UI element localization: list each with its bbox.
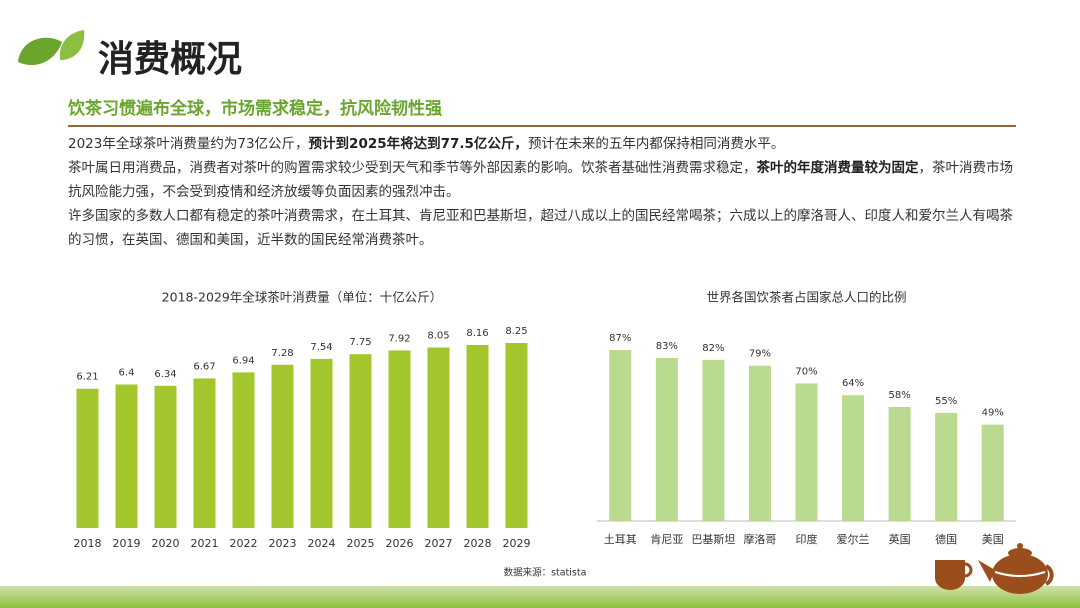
category-label: 摩洛哥 — [743, 532, 776, 546]
value-label: 70% — [795, 366, 817, 377]
value-label: 8.05 — [427, 330, 449, 341]
chart-title: 世界各国饮茶者占国家总人口的比例 — [706, 290, 906, 305]
bar — [795, 383, 818, 521]
value-label: 7.92 — [388, 333, 410, 344]
value-label: 6.21 — [76, 372, 98, 383]
value-label: 79% — [749, 349, 771, 360]
value-label: 55% — [935, 396, 957, 407]
value-label: 6.4 — [119, 367, 135, 378]
bar — [748, 365, 771, 521]
text: ，茶叶消费市场抗风险能力强，不会受到疫情和经济放缓等负面因素的强烈冲击。 — [68, 160, 1013, 200]
bar — [193, 378, 216, 528]
paragraph: 许多国家的多数人口都有稳定的茶叶消费需求，在土耳其、肯尼亚和巴基斯坦，超过八成以… — [68, 204, 1016, 252]
value-label: 83% — [656, 341, 678, 352]
category-label: 2021 — [191, 537, 219, 550]
category-label: 2024 — [308, 537, 336, 550]
bar — [888, 407, 911, 521]
category-label: 美国 — [982, 533, 1004, 546]
leaf-icon — [18, 30, 85, 66]
value-label: 49% — [982, 408, 1004, 419]
category-label: 英国 — [889, 532, 911, 546]
bold-text: 预计到2025年将达到77.5亿公斤， — [308, 136, 528, 152]
source: 数据来源：statista — [504, 567, 587, 579]
category-label: 2018 — [74, 537, 102, 550]
category-label: 巴基斯坦 — [691, 532, 735, 546]
bar — [76, 388, 99, 528]
chart-title: 2018-2029年全球茶叶消费量（单位：十亿公斤） — [162, 290, 443, 305]
bar — [655, 357, 678, 521]
value-label: 7.54 — [310, 342, 332, 353]
text: 许多国家的多数人口都有稳定的茶叶消费需求，在土耳其、肯尼亚和巴基斯坦，超过八成以… — [68, 208, 1013, 248]
category-label: 2025 — [347, 537, 375, 550]
bar — [935, 412, 958, 521]
value-label: 82% — [702, 343, 724, 354]
value-label: 8.16 — [466, 328, 488, 339]
value-label: 7.75 — [349, 337, 371, 348]
footer-band — [0, 586, 1080, 608]
bar — [842, 395, 865, 521]
bar — [310, 358, 333, 528]
value-label: 6.34 — [154, 369, 176, 380]
category-label: 2023 — [269, 537, 297, 550]
divider — [68, 125, 1016, 127]
bar — [115, 384, 138, 528]
bar — [427, 347, 450, 528]
value-label: 58% — [888, 390, 910, 401]
category-label: 2029 — [503, 537, 531, 550]
category-label: 肯尼亚 — [650, 533, 683, 546]
category-label: 爱尔兰 — [837, 533, 870, 546]
teapot-icon — [935, 543, 1054, 594]
bar — [232, 372, 255, 528]
text: 茶叶属日用消费品，消费者对茶叶的购置需求较少受到天气和季节等外部因素的影响。饮茶… — [68, 160, 757, 176]
category-label: 2019 — [113, 537, 141, 550]
paragraph: 2023年全球茶叶消费量约为73亿公斤，预计到2025年将达到77.5亿公斤，预… — [68, 132, 1016, 156]
value-label: 8.25 — [505, 326, 527, 337]
slide-subtitle: 饮茶习惯遍布全球，市场需求稳定，抗风险韧性强 — [68, 99, 442, 119]
category-label: 2022 — [230, 537, 258, 550]
category-label: 德国 — [935, 532, 957, 546]
body-text: 2023年全球茶叶消费量约为73亿公斤，预计到2025年将达到77.5亿公斤，预… — [68, 132, 1016, 252]
bar — [702, 359, 725, 521]
bar — [505, 343, 528, 528]
bar — [609, 350, 632, 521]
text: 预计在未来的五年内都保持相同消费水平。 — [527, 136, 785, 152]
bar — [981, 424, 1004, 521]
bar — [154, 385, 177, 528]
value-label: 87% — [609, 333, 631, 344]
bar — [466, 345, 489, 528]
bar — [388, 350, 411, 528]
value-label: 64% — [842, 378, 864, 389]
text: 2023年全球茶叶消费量约为73亿公斤， — [68, 136, 309, 152]
bar — [271, 364, 294, 528]
value-label: 6.94 — [232, 355, 254, 366]
value-label: 6.67 — [193, 361, 215, 372]
category-label: 2028 — [464, 537, 492, 550]
bar — [349, 354, 372, 528]
paragraph: 茶叶属日用消费品，消费者对茶叶的购置需求较少受到天气和季节等外部因素的影响。饮茶… — [68, 156, 1016, 204]
category-label: 2027 — [425, 537, 453, 550]
slide-title: 消费概况 — [98, 39, 243, 80]
category-label: 印度 — [796, 532, 818, 546]
category-label: 2020 — [152, 537, 180, 550]
category-label: 土耳其 — [604, 533, 637, 546]
bold-text: 茶叶的年度消费量较为固定 — [756, 160, 919, 176]
category-label: 2026 — [386, 537, 414, 550]
value-label: 7.28 — [271, 348, 293, 359]
